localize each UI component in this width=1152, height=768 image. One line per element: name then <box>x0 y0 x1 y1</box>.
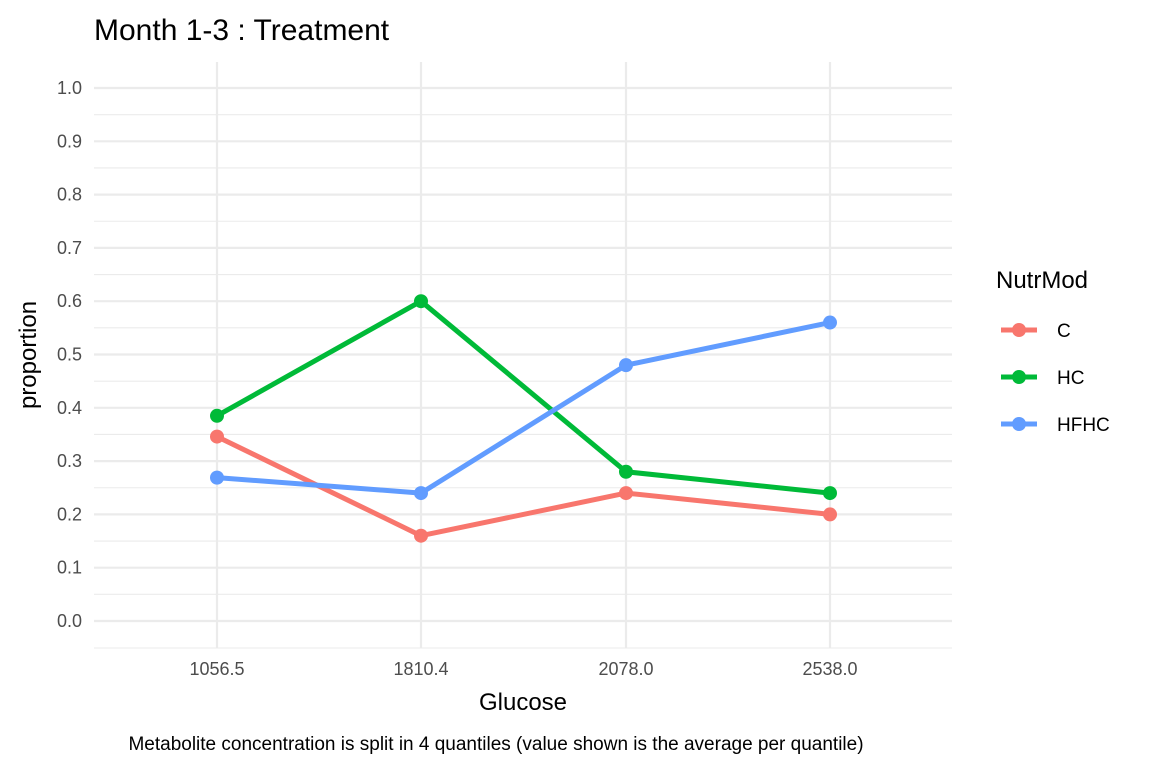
data-point <box>823 507 837 522</box>
y-axis-title: proportion <box>15 301 42 409</box>
x-tick-label: 1056.5 <box>189 659 244 679</box>
y-tick-label: 0.4 <box>57 398 82 418</box>
y-tick-label: 0.1 <box>57 558 82 578</box>
y-tick-label: 0.2 <box>57 504 82 524</box>
data-point <box>823 315 837 330</box>
legend: NutrMod C HC HFHC <box>996 267 1110 436</box>
y-tick-label: 0.7 <box>57 238 82 258</box>
chart-title: Month 1-3 : Treatment <box>94 14 390 47</box>
data-point <box>414 528 428 543</box>
series-line <box>215 298 831 496</box>
series-line <box>216 320 831 496</box>
x-tick-label: 1810.4 <box>393 659 448 679</box>
series-hfhc <box>210 315 837 501</box>
y-tick-label: 0.6 <box>57 291 82 311</box>
x-tick-label: 2538.0 <box>802 659 857 679</box>
legend-item-hfhc: HFHC <box>1001 415 1110 436</box>
legend-item-c: C <box>1001 321 1071 342</box>
data-point <box>619 358 633 373</box>
data-point <box>210 429 224 444</box>
series-layer <box>210 294 837 543</box>
y-tick-label: 0.5 <box>57 345 82 365</box>
data-point <box>414 294 428 309</box>
series-hc <box>210 294 837 501</box>
legend-key-point <box>1012 417 1026 431</box>
legend-label: C <box>1057 321 1071 342</box>
legend-label: HC <box>1057 368 1084 389</box>
y-tick-label: 1.0 <box>57 78 82 98</box>
y-tick-label: 0.3 <box>57 451 82 471</box>
legend-key-point <box>1012 323 1026 337</box>
data-point <box>823 486 837 501</box>
y-axis-ticks: 0.0 0.1 0.2 0.3 0.4 0.5 0.6 0.7 0.8 0.9 1.0 <box>57 78 82 631</box>
data-point <box>414 486 428 501</box>
x-axis-title: Glucose <box>479 689 567 716</box>
y-tick-label: 0.9 <box>57 131 82 151</box>
legend-label: HFHC <box>1057 415 1110 436</box>
chart-caption: Metabolite concentration is split in 4 q… <box>128 734 863 755</box>
data-point <box>619 464 633 479</box>
data-point <box>210 408 224 423</box>
legend-title: NutrMod <box>996 267 1088 294</box>
x-axis-ticks: 1056.5 1810.4 2078.0 2538.0 <box>189 659 857 679</box>
legend-key-point <box>1012 370 1026 384</box>
y-tick-label: 0.0 <box>57 611 82 631</box>
x-tick-label: 2078.0 <box>598 659 653 679</box>
data-point <box>210 470 224 485</box>
grid <box>94 62 952 649</box>
legend-item-hc: HC <box>1001 368 1084 389</box>
y-tick-label: 0.8 <box>57 185 82 205</box>
data-point <box>619 486 633 501</box>
